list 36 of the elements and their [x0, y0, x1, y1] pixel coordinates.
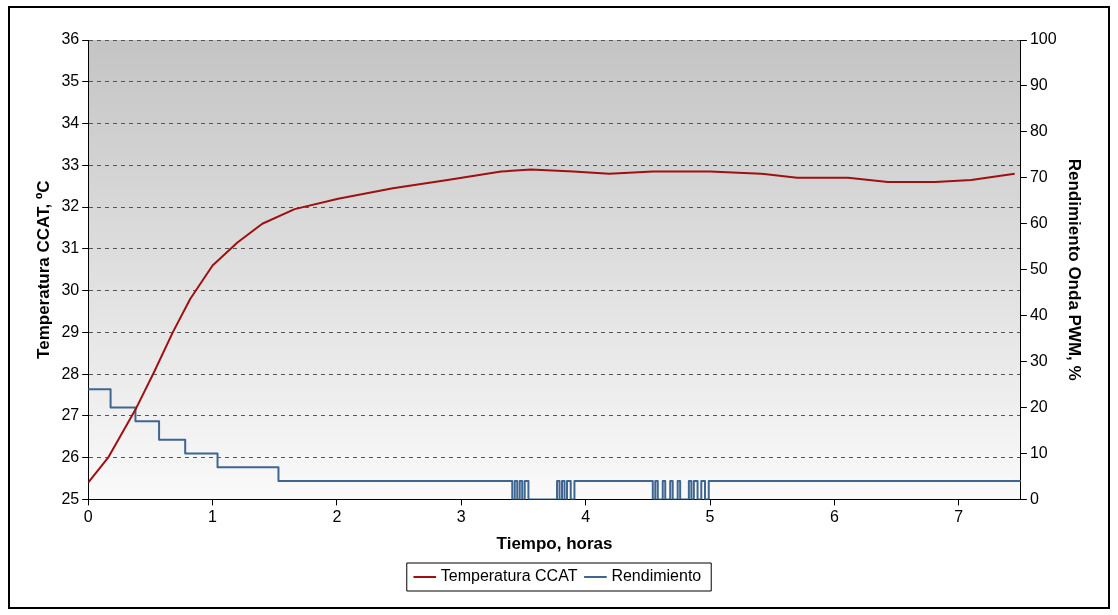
x-tick-label: 1	[208, 508, 218, 526]
x-tick-label: 4	[581, 508, 591, 526]
y2-tick-label: 30	[1029, 351, 1048, 369]
y2-tick-label: 50	[1029, 260, 1048, 278]
y2-tick-label: 0	[1029, 489, 1039, 507]
y-tick-label: 29	[61, 322, 80, 340]
y-tick-label: 33	[61, 155, 80, 173]
y2-tick-label: 10	[1029, 443, 1048, 461]
x-tick-label: 5	[705, 508, 715, 526]
y-tick-label: 27	[61, 406, 80, 424]
y-axis-title: Temperatura CCAT, ºC	[33, 180, 53, 359]
x-axis-title: Tiempo, horas	[496, 534, 613, 554]
y-tick-label: 36	[61, 30, 80, 48]
y2-tick-label: 60	[1029, 214, 1048, 232]
legend-label: Rendimiento	[611, 567, 702, 585]
y2-tick-label: 20	[1029, 397, 1048, 415]
y2-tick-label: 80	[1029, 122, 1048, 140]
y-tick-label: 34	[61, 113, 80, 131]
y-tick-label: 30	[61, 280, 80, 298]
y2-tick-label: 90	[1029, 76, 1048, 94]
y-tick-label: 35	[61, 72, 80, 90]
y-tick-label: 32	[61, 197, 80, 215]
y-tick-label: 26	[61, 448, 80, 466]
x-tick-label: 3	[456, 508, 466, 526]
y2-tick-label: 70	[1029, 168, 1048, 186]
y2-tick-label: 100	[1029, 30, 1057, 48]
y-tick-label: 25	[61, 489, 80, 507]
x-tick-label: 6	[829, 508, 839, 526]
x-tick-label: 2	[332, 508, 342, 526]
y-tick-label: 28	[61, 364, 80, 382]
y2-axis-title: Rendimiento Onda PWM, %	[1065, 158, 1085, 381]
legend-label: Temperatura CCAT	[440, 567, 578, 585]
x-tick-label: 7	[954, 508, 964, 526]
x-tick-label: 0	[83, 508, 93, 526]
y2-tick-label: 40	[1029, 306, 1048, 324]
y-tick-label: 31	[61, 239, 80, 257]
